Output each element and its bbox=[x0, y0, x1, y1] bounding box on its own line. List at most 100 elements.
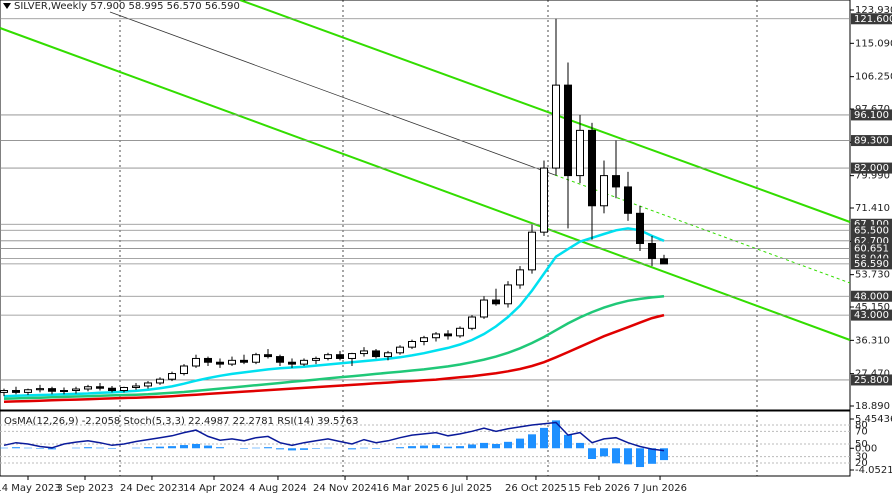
x-tick-label: 16 Mar 2025 bbox=[376, 483, 439, 494]
candle-body bbox=[0, 390, 8, 393]
osma-bar bbox=[83, 447, 92, 449]
candle-body bbox=[299, 359, 308, 365]
level-tag bbox=[851, 109, 892, 121]
osma-bar bbox=[467, 444, 476, 449]
candle-body bbox=[371, 350, 380, 358]
level-tag bbox=[851, 218, 892, 230]
y-tick-label: 123.930 bbox=[855, 5, 892, 16]
level-label: 56.590 bbox=[854, 259, 889, 270]
y-tick-label: 27.470 bbox=[855, 369, 890, 380]
candle-body bbox=[179, 365, 188, 375]
y2-tick-label: 30 bbox=[855, 452, 868, 463]
candle-body bbox=[191, 357, 200, 367]
osma-bar bbox=[0, 447, 8, 449]
osma-bar bbox=[347, 448, 356, 450]
candle-body bbox=[131, 385, 140, 388]
osma-bar bbox=[251, 447, 260, 449]
candle-body bbox=[575, 129, 584, 177]
candle-body bbox=[611, 175, 620, 188]
osma-bar bbox=[455, 446, 464, 449]
osma-bar bbox=[491, 443, 500, 449]
level-tag bbox=[851, 162, 892, 174]
osma-bar bbox=[179, 445, 188, 449]
candle-body bbox=[383, 352, 392, 358]
candle-body bbox=[443, 333, 452, 337]
candle-body bbox=[419, 337, 428, 342]
osma-bar bbox=[419, 445, 428, 449]
y-tick-label: 115.090 bbox=[855, 38, 892, 49]
x-tick-label: 26 Oct 2025 bbox=[505, 483, 567, 494]
osma-bar bbox=[191, 443, 200, 449]
y-tick-label: 71.410 bbox=[855, 203, 890, 214]
candle-body bbox=[599, 175, 608, 207]
osma-bar bbox=[47, 448, 56, 450]
level-tag bbox=[851, 309, 892, 321]
osma-bar bbox=[503, 441, 512, 449]
level-label: 121.600 bbox=[854, 14, 892, 25]
candle-body bbox=[215, 361, 224, 365]
level-label: 43.000 bbox=[854, 310, 889, 321]
level-tag bbox=[851, 290, 892, 302]
osma-bar bbox=[239, 448, 248, 449]
candle-body bbox=[455, 327, 464, 337]
candle-body bbox=[623, 186, 632, 214]
level-tag bbox=[851, 235, 892, 247]
candle-body bbox=[251, 354, 260, 363]
candle-body bbox=[479, 299, 488, 318]
period-separators bbox=[119, 0, 758, 476]
y-tick-label: 45.150 bbox=[855, 302, 890, 313]
candle-body bbox=[83, 386, 92, 390]
level-label: 67.100 bbox=[854, 219, 889, 230]
osma-bar bbox=[407, 446, 416, 449]
osma-bar bbox=[551, 420, 560, 449]
y-tick-label: 0.00 bbox=[855, 443, 877, 454]
level-label: 96.100 bbox=[854, 110, 889, 121]
candle-body bbox=[47, 388, 56, 392]
trend-lines bbox=[0, 0, 851, 341]
osma-bar bbox=[371, 448, 380, 449]
osma-bar bbox=[23, 447, 32, 449]
y-tick-label: 106.250 bbox=[855, 72, 892, 83]
level-label: 48.000 bbox=[854, 291, 889, 302]
osma-bar bbox=[635, 448, 644, 468]
osma-bar bbox=[131, 447, 140, 449]
y2-tick-label: 80 bbox=[855, 420, 868, 431]
candle-body bbox=[395, 346, 404, 354]
candle-body bbox=[563, 84, 572, 177]
osma-bar bbox=[323, 447, 332, 449]
candle-body bbox=[143, 382, 152, 387]
osma-bar bbox=[95, 447, 104, 449]
candle-body bbox=[71, 388, 80, 392]
candle-body bbox=[359, 350, 368, 355]
candle-body bbox=[59, 390, 68, 393]
candle-body bbox=[167, 373, 176, 380]
osma-bar bbox=[167, 446, 176, 449]
level-label: 62.700 bbox=[854, 236, 889, 247]
osma-bar bbox=[215, 447, 224, 449]
y-tick-label: 18.890 bbox=[855, 401, 890, 412]
osma-bar bbox=[395, 447, 404, 449]
level-tag bbox=[851, 243, 892, 255]
osma-bar bbox=[287, 448, 296, 451]
osma-bar bbox=[263, 447, 272, 449]
y-tick-label: -4.0521 bbox=[855, 465, 892, 476]
indicator-title: OsMA(12,26,9) -2.2058 Stoch(5,3,3) 22.49… bbox=[4, 416, 359, 427]
osma-bar bbox=[431, 445, 440, 449]
x-tick-label: 4 Aug 2024 bbox=[249, 483, 307, 494]
candle-body bbox=[287, 361, 296, 365]
moving-average bbox=[3, 313, 665, 404]
menu-icon[interactable] bbox=[3, 3, 11, 9]
level-label: 89.300 bbox=[854, 136, 889, 147]
candle-body bbox=[659, 258, 668, 265]
x-tick-label: 14 May 2023 bbox=[0, 483, 61, 494]
osma-bar bbox=[359, 447, 368, 449]
level-tag bbox=[851, 374, 892, 386]
candle-body bbox=[503, 284, 512, 305]
level-label: 65.500 bbox=[854, 225, 889, 236]
candle-body bbox=[467, 316, 476, 329]
osma-bar bbox=[275, 448, 284, 450]
x-tick-label: 7 Jun 2026 bbox=[633, 483, 687, 494]
candle-body bbox=[647, 242, 656, 260]
candle-body bbox=[527, 231, 536, 271]
